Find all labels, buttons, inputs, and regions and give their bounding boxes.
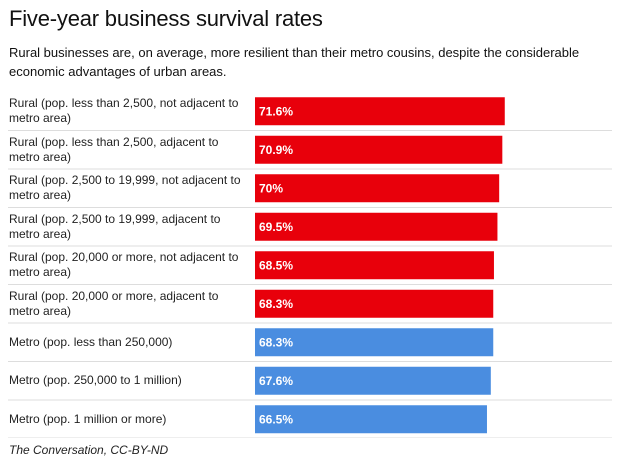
source-credit: The Conversation, CC-BY-ND	[9, 443, 169, 457]
bar-metro	[255, 366, 491, 395]
bar-value-label: 70.9%	[259, 143, 293, 157]
category-label: Rural (pop. 2,500 to 19,999, adjacent to…	[9, 211, 221, 241]
chart-title: Five-year business survival rates	[9, 6, 323, 31]
bar-value-label: 69.5%	[259, 220, 293, 234]
category-label-box: Rural (pop. 2,500 to 19,999, adjacent to…	[9, 211, 221, 241]
bar-value-label: 66.5%	[259, 412, 293, 426]
bar-value-label: 70%	[259, 181, 283, 195]
category-label: Metro (pop. 1 million or more)	[9, 411, 167, 426]
bar-rural	[255, 135, 503, 164]
category-label: Rural (pop. less than 2,500, adjacent to…	[9, 134, 219, 164]
chart-subtitle: Rural businesses are, on average, more r…	[9, 45, 580, 79]
category-label: Metro (pop. less than 250,000)	[9, 334, 173, 349]
category-label: Rural (pop. 2,500 to 19,999, not adjacen…	[9, 173, 241, 203]
bar-rural	[255, 97, 505, 126]
category-label-box: Rural (pop. less than 2,500, adjacent to…	[9, 134, 219, 164]
bar-value-label: 68.3%	[259, 297, 293, 311]
bar-metro	[255, 405, 487, 434]
category-label: Metro (pop. 250,000 to 1 million)	[9, 373, 182, 388]
bar-rural	[255, 174, 500, 203]
category-label: Rural (pop. 20,000 or more, not adjacent…	[9, 250, 239, 280]
category-label-box: Metro (pop. 250,000 to 1 million)	[9, 373, 182, 388]
bar-chart: Rural (pop. less than 2,500, not adjacen…	[8, 96, 612, 438]
category-label-box: Metro (pop. less than 250,000)	[9, 334, 173, 349]
bar-value-label: 68.3%	[259, 335, 293, 349]
category-label-box: Rural (pop. 20,000 or more, adjacent to …	[9, 288, 219, 318]
bar-rural	[255, 289, 494, 318]
bar-metro	[255, 328, 494, 357]
category-label-box: Rural (pop. less than 2,500, not adjacen…	[9, 96, 239, 126]
bar-rural	[255, 251, 494, 280]
category-label-box: Rural (pop. 20,000 or more, not adjacent…	[9, 250, 239, 280]
bar-value-label: 68.5%	[259, 258, 293, 272]
bar-rural	[255, 212, 498, 241]
bar-value-label: 71.6%	[259, 104, 293, 118]
bar-value-label: 67.6%	[259, 374, 293, 388]
category-label-box: Metro (pop. 1 million or more)	[9, 411, 167, 426]
category-label: Rural (pop. 20,000 or more, adjacent to …	[9, 288, 219, 318]
category-label-box: Rural (pop. 2,500 to 19,999, not adjacen…	[9, 173, 241, 203]
category-label: Rural (pop. less than 2,500, not adjacen…	[9, 96, 239, 126]
